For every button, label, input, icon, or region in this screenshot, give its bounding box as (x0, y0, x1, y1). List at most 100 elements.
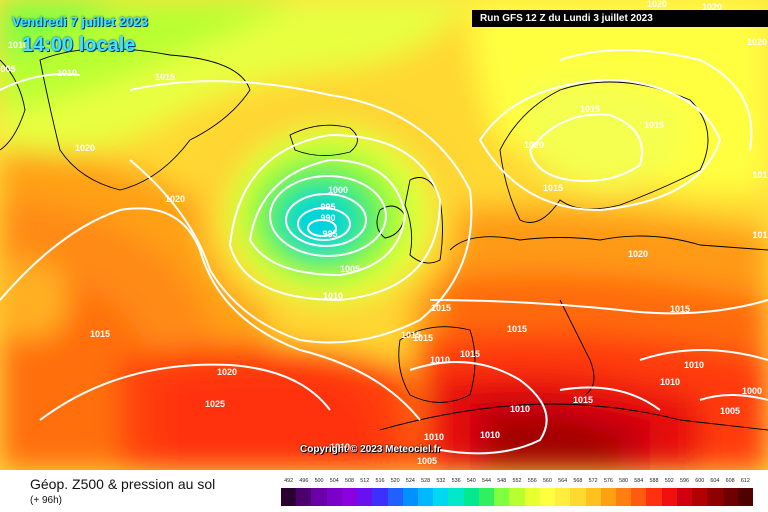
legend-tick: 500 (314, 478, 324, 484)
legend-swatch (692, 488, 708, 506)
isobars (0, 49, 768, 455)
isobar-label: 1015 (460, 349, 480, 359)
isobar-label: 1015 (413, 333, 433, 343)
geopotential-map: 1020 1010 005 1010 1015 1020 1020 1000 9… (0, 0, 768, 470)
legend-tick: 524 (405, 478, 415, 484)
isobar-label: 1020 (628, 249, 648, 259)
isobar-1010-north (0, 73, 81, 91)
legend-swatch (463, 488, 480, 506)
map-footer: Géop. Z500 & pression au sol (+ 96h) 492… (0, 470, 768, 512)
isobar-1025 (39, 363, 331, 421)
legend-tick: 492 (284, 478, 294, 484)
legend-tick: 564 (558, 478, 568, 484)
greenland-coast (39, 48, 251, 191)
legend-swatch (722, 488, 739, 506)
color-legend: 492 496 500 504 508 512 516 520 524 528 532 536 540 5… (281, 478, 754, 508)
isobar-label: 1015 (573, 395, 593, 405)
legend-tick: 532 (436, 478, 446, 484)
isobar-label: 1020 (747, 37, 767, 47)
legend-tick: 544 (482, 478, 492, 484)
isobar-label: 1010 (430, 355, 450, 365)
isobar-1020-scand (528, 113, 643, 182)
legend-tick: 588 (649, 478, 659, 484)
isobar-label: 005 (0, 64, 15, 74)
isobar-label: 1010 (660, 377, 680, 387)
isobar-990 (297, 207, 351, 241)
legend-swatch (296, 488, 312, 506)
ireland-coast (376, 205, 406, 239)
isobar-label: 1005 (340, 264, 360, 274)
africa-coast (379, 403, 768, 431)
legend-swatch (494, 488, 510, 506)
legend-tick: 536 (451, 478, 461, 484)
isobar-label: 1010 (57, 68, 77, 78)
isobar-label: 995 (320, 202, 335, 212)
legend-tick: 576 (603, 478, 613, 484)
isobar-label: 101 (752, 230, 767, 240)
isobar-label: 1015 (580, 104, 600, 114)
isobar-1015-scand (478, 78, 722, 212)
legend-swatch (478, 488, 495, 506)
legend-swatch (555, 488, 571, 506)
isobar-1005-east (699, 394, 768, 401)
isobar-label: 1000 (742, 386, 762, 396)
legend-tick: 496 (299, 478, 309, 484)
isobar-label: 1005 (417, 456, 437, 466)
legend-swatch (402, 488, 419, 506)
legend-swatch (326, 488, 343, 506)
isobar-1015-med (559, 386, 661, 411)
isobar-label: 1010 (684, 360, 704, 370)
isobar-label: 1015 (644, 120, 664, 130)
isobar-1010-med (409, 361, 548, 455)
legend-swatch (448, 488, 465, 506)
isobar-label: 1025 (205, 399, 225, 409)
legend-swatches (281, 488, 754, 506)
isobar-label: 1020 (217, 367, 237, 377)
canada-coast (0, 59, 26, 151)
legend-tick: 540 (466, 478, 476, 484)
isobar-label: 1020 (647, 0, 667, 9)
legend-swatch (311, 488, 328, 506)
isobar-985 (307, 219, 337, 237)
scandinavia-coast (499, 81, 709, 223)
chart-title: Géop. Z500 & pression au sol (30, 476, 216, 492)
isobar-1005 (248, 158, 407, 277)
isobar-995 (285, 193, 367, 247)
isobar-label: 1020 (702, 2, 722, 12)
legend-tick: 604 (710, 478, 720, 484)
legend-swatch (631, 488, 647, 506)
isobar-label: 1015 (543, 183, 563, 193)
legend-tick: 580 (619, 478, 629, 484)
legend-tick: 548 (497, 478, 507, 484)
legend-tick: 600 (695, 478, 705, 484)
legend-tick: 596 (679, 478, 689, 484)
legend-tick: 556 (527, 478, 537, 484)
isobar-labels: 1020 1010 005 1010 1015 1020 1020 1000 9… (0, 0, 767, 466)
isobar-label: 1020 (75, 143, 95, 153)
isobar-1010-east (639, 349, 768, 361)
isobar-label: 1010 (510, 404, 530, 414)
isobar-label: 1010 (330, 442, 350, 452)
legend-swatch (433, 488, 449, 506)
isobar-label: 1015 (155, 72, 175, 82)
legend-tick: 560 (542, 478, 552, 484)
legend-swatch (418, 488, 434, 506)
isobar-1020-north (559, 49, 753, 151)
legend-tick: 568 (573, 478, 583, 484)
local-hour: 14:00 locale (22, 34, 136, 56)
isobar-label: 1005 (720, 406, 740, 416)
isobar-label: 1015 (90, 329, 110, 339)
legend-swatch (737, 488, 754, 506)
legend-swatch (676, 488, 693, 506)
legend-tick: 516 (375, 478, 385, 484)
legend-tick: 592 (664, 478, 674, 484)
isobar-label: 990 (320, 213, 335, 223)
legend-swatch (570, 488, 586, 506)
legend-swatch (661, 488, 678, 506)
isobar-label: 1020 (165, 194, 185, 204)
legend-tick: 612 (740, 478, 750, 484)
isobar-label: 1015 (431, 303, 451, 313)
legend-tick: 504 (329, 478, 339, 484)
legend-swatch (357, 488, 373, 506)
